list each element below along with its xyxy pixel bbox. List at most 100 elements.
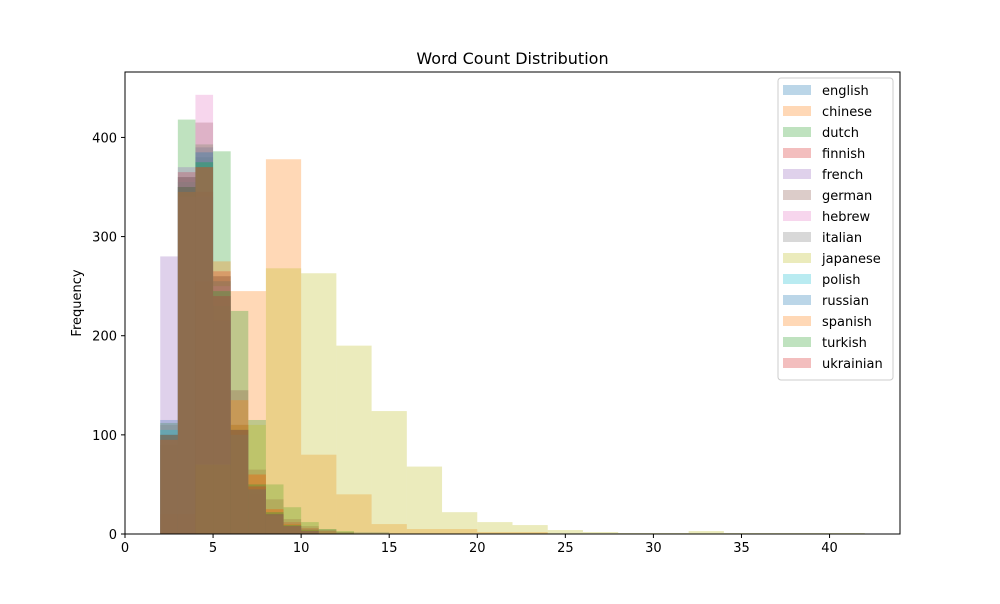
bar-hebrew-2 <box>195 94 214 534</box>
bar-spanish-3 <box>213 261 231 534</box>
x-tick-label: 25 <box>557 541 574 556</box>
bar-chinese-5 <box>336 494 372 534</box>
bar-russian-4 <box>230 429 249 534</box>
y-axis-ticks: 0 100 200 300 400 <box>92 131 125 543</box>
bar-german-2 <box>195 122 214 535</box>
bar-japanese-9 <box>512 525 548 534</box>
bar-turkish-5 <box>248 484 266 534</box>
bar-finnish-4 <box>230 424 249 534</box>
legend-label-turkish: turkish <box>822 336 867 351</box>
bar-french-5 <box>248 489 266 534</box>
bar-japanese-10 <box>547 530 583 534</box>
bar-dutch-9 <box>318 529 337 534</box>
series-turkish <box>160 162 319 535</box>
bar-hebrew-6 <box>265 516 284 534</box>
y-tick-label: 400 <box>92 131 117 146</box>
legend-box <box>777 77 894 381</box>
bar-polish-8 <box>301 531 319 534</box>
bar-spanish-4 <box>230 400 249 534</box>
series-russian <box>160 152 319 535</box>
bar-english-8 <box>301 529 337 534</box>
legend-swatch-finnish <box>783 148 811 158</box>
bar-french-8 <box>301 531 319 534</box>
legend-swatch-spanish <box>783 316 811 326</box>
bar-russian-7 <box>283 526 302 534</box>
legend-swatch-russian <box>783 295 811 305</box>
legend-swatch-ukrainian <box>783 358 811 368</box>
bar-english-6 <box>265 514 284 534</box>
bar-french-6 <box>265 514 284 534</box>
legend-label-russian: russian <box>822 294 869 309</box>
x-axis-ticks: 0 5 10 15 20 25 30 35 40 <box>121 534 838 556</box>
series-dutch <box>160 119 354 535</box>
bar-italian-5 <box>248 484 266 534</box>
x-tick-label: 20 <box>469 541 486 556</box>
bar-english-0 <box>160 419 178 534</box>
bar-russian-5 <box>248 489 266 534</box>
bar-ukrainian-2 <box>195 167 214 534</box>
bar-japanese-5 <box>371 411 407 534</box>
bar-german-6 <box>265 499 284 534</box>
bar-japanese-7 <box>442 512 478 534</box>
bar-spanish-8 <box>301 530 319 534</box>
series-english <box>160 147 390 534</box>
bar-chinese-0 <box>160 514 196 534</box>
bar-japanese-6 <box>406 466 443 534</box>
bar-italian-2 <box>195 157 214 535</box>
bar-french-1 <box>177 167 196 534</box>
bar-spanish-5 <box>248 474 266 534</box>
bar-russian-8 <box>301 531 319 534</box>
bar-spanish-2 <box>195 167 214 534</box>
legend-label-spanish: spanish <box>822 315 872 330</box>
legend: english chinese dutch finnish french german he… <box>777 77 894 381</box>
bar-italian-8 <box>301 530 319 534</box>
bar-english-9 <box>336 532 390 534</box>
bar-ukrainian-5 <box>248 486 266 534</box>
bar-polish-6 <box>265 514 284 534</box>
y-tick-label: 100 <box>92 429 117 444</box>
bar-dutch-8 <box>301 522 319 534</box>
x-tick-label: 10 <box>293 541 310 556</box>
x-tick-label: 0 <box>121 541 129 556</box>
bar-hebrew-0 <box>160 439 178 534</box>
bar-polish-3 <box>213 296 231 534</box>
bar-turkish-6 <box>265 512 284 534</box>
y-tick-label: 0 <box>109 528 117 543</box>
legend-swatch-german <box>783 190 811 200</box>
bar-italian-4 <box>230 424 249 534</box>
bar-hebrew-1 <box>177 196 196 534</box>
bar-italian-3 <box>213 305 231 534</box>
bar-german-10 <box>336 532 354 534</box>
bar-english-7 <box>283 524 302 534</box>
bar-polish-7 <box>283 526 302 534</box>
bar-japanese-1 <box>230 424 266 534</box>
bar-chinese-8 <box>477 532 548 534</box>
bar-german-8 <box>301 526 319 534</box>
bar-polish-2 <box>195 162 214 535</box>
bar-turkish-7 <box>283 525 302 534</box>
bar-finnish-1 <box>177 172 196 534</box>
legend-label-dutch: dutch <box>822 126 859 141</box>
bar-spanish-1 <box>177 191 196 535</box>
bar-ukrainian-6 <box>265 514 284 534</box>
bar-dutch-2 <box>195 144 214 534</box>
bar-italian-7 <box>283 525 302 534</box>
bar-japanese-3 <box>301 273 337 534</box>
series-german <box>160 122 354 535</box>
bar-german-0 <box>160 444 178 534</box>
bar-russian-6 <box>265 514 284 534</box>
legend-swatch-polish <box>783 274 811 284</box>
bar-dutch-10 <box>336 531 354 534</box>
bar-finnish-8 <box>301 528 319 534</box>
bar-finnish-7 <box>283 522 302 534</box>
legend-swatch-japanese <box>783 253 811 263</box>
bar-hebrew-8 <box>301 531 319 534</box>
x-tick-label: 15 <box>381 541 398 556</box>
bar-russian-3 <box>213 281 231 534</box>
bar-ukrainian-0 <box>160 434 178 534</box>
bar-chinese-6 <box>371 524 407 534</box>
x-tick-label: 40 <box>821 541 838 556</box>
y-tick-label: 200 <box>92 330 117 345</box>
bar-turkish-3 <box>213 291 231 534</box>
bar-ukrainian-4 <box>230 429 249 534</box>
